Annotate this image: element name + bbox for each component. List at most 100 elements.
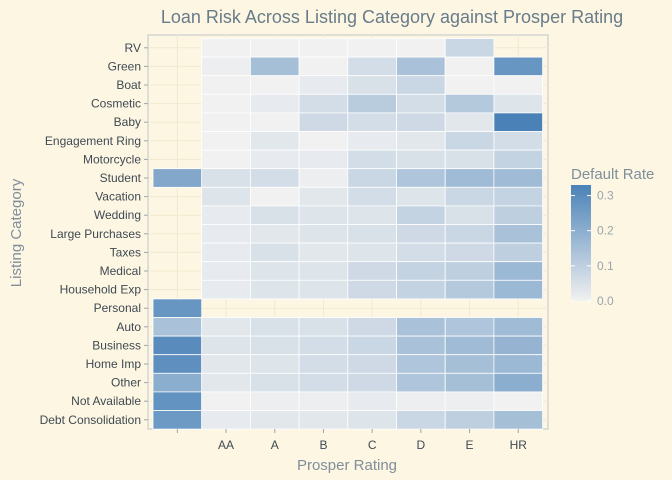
heatmap-cell bbox=[347, 372, 397, 393]
heatmap-cell bbox=[347, 224, 397, 244]
heatmap-cell bbox=[152, 372, 203, 393]
heatmap-cell bbox=[396, 75, 446, 95]
x-axis-title: Prosper Rating bbox=[297, 457, 397, 474]
heatmap-cell bbox=[347, 261, 397, 281]
heatmap-cell bbox=[493, 131, 543, 151]
heatmap-cell bbox=[347, 186, 397, 207]
heatmap-cell bbox=[444, 261, 495, 281]
heatmap-cell bbox=[347, 131, 397, 151]
heatmap-cell bbox=[444, 372, 495, 393]
heatmap-cell bbox=[347, 391, 397, 411]
heatmap-cell bbox=[152, 410, 203, 430]
heatmap-cell bbox=[396, 391, 446, 411]
x-tick-label: HR bbox=[510, 438, 528, 452]
heatmap-cell bbox=[347, 335, 397, 356]
heatmap-cell bbox=[493, 335, 543, 356]
heatmap-cell bbox=[249, 224, 300, 244]
heatmap-cell bbox=[298, 279, 349, 300]
y-tick-label: Auto bbox=[116, 320, 141, 334]
heatmap-cell bbox=[201, 75, 251, 95]
heatmap-cell bbox=[201, 56, 251, 77]
heatmap-cell bbox=[201, 354, 251, 374]
heatmap-cell bbox=[444, 112, 495, 132]
y-tick-label: RV bbox=[125, 41, 141, 55]
heatmap-cell bbox=[249, 93, 300, 114]
heatmap-cell bbox=[444, 131, 495, 151]
heatmap-cell bbox=[201, 112, 251, 132]
heatmap-cell bbox=[444, 56, 495, 77]
heatmap-cell bbox=[249, 242, 300, 263]
heatmap-cell bbox=[347, 75, 397, 95]
heatmap-cell bbox=[249, 261, 300, 281]
y-tick-label: Cosmetic bbox=[91, 97, 141, 111]
heatmap-cell bbox=[493, 168, 543, 188]
y-tick-label: Home Imp bbox=[86, 357, 142, 371]
heatmap-cell bbox=[444, 224, 495, 244]
heatmap-cell bbox=[249, 168, 300, 188]
heatmap-cell bbox=[396, 354, 446, 374]
heatmap-cell bbox=[444, 168, 495, 188]
heatmap-cell bbox=[201, 261, 251, 281]
heatmap-cell bbox=[347, 205, 397, 225]
heatmap-cell bbox=[493, 317, 543, 337]
heatmap-cell bbox=[201, 317, 251, 337]
heatmap-cell bbox=[298, 131, 349, 151]
heatmap-cell bbox=[396, 168, 446, 188]
heatmap-cell bbox=[396, 410, 446, 430]
heatmap-cell bbox=[201, 93, 251, 114]
heatmap-cell bbox=[493, 261, 543, 281]
legend-tick-label: 0.2 bbox=[597, 224, 614, 238]
heatmap-cell bbox=[152, 298, 203, 318]
legend-colorbar bbox=[571, 185, 591, 301]
heatmap-cell bbox=[347, 354, 397, 374]
heatmap-cell bbox=[298, 410, 349, 430]
heatmap-cell bbox=[347, 410, 397, 430]
heatmap-cell bbox=[444, 354, 495, 374]
heatmap-cell bbox=[249, 38, 300, 58]
heatmap-cell bbox=[396, 131, 446, 151]
heatmap-cell bbox=[444, 391, 495, 411]
y-tick-labels: RV Green Boat Cosmetic Baby Engagement Ring Mo… bbox=[40, 41, 148, 427]
heatmap-cell bbox=[298, 372, 349, 393]
heatmap-cell bbox=[493, 112, 543, 132]
heatmap-cell bbox=[298, 168, 349, 188]
heatmap-cell bbox=[396, 317, 446, 337]
heatmap-cell bbox=[201, 38, 251, 58]
heatmap-cell bbox=[249, 391, 300, 411]
heatmap-cell bbox=[396, 279, 446, 300]
heatmap-cell bbox=[201, 149, 251, 170]
y-tick-label: Household Exp bbox=[60, 283, 142, 297]
x-tick-label: C bbox=[368, 438, 377, 452]
heatmap-cell bbox=[444, 317, 495, 337]
heatmap-cell bbox=[298, 149, 349, 170]
heatmap-cell bbox=[396, 93, 446, 114]
heatmap-cell bbox=[444, 279, 495, 300]
heatmap-cell bbox=[152, 317, 203, 337]
heatmap-cell bbox=[201, 279, 251, 300]
heatmap-cell bbox=[347, 112, 397, 132]
y-tick-label: Debt Consolidation bbox=[40, 413, 141, 427]
heatmap-cell bbox=[347, 279, 397, 300]
heatmap-cell bbox=[298, 93, 349, 114]
heatmap-cell bbox=[298, 261, 349, 281]
heatmap-cell bbox=[298, 186, 349, 207]
heatmap-cell bbox=[444, 410, 495, 430]
y-tick-label: Medical bbox=[100, 264, 141, 278]
heatmap-cell bbox=[493, 242, 543, 263]
heatmap-cell bbox=[152, 354, 203, 374]
heatmap-cell bbox=[152, 335, 203, 356]
y-tick-label: Baby bbox=[114, 115, 141, 129]
heatmap-cell bbox=[347, 168, 397, 188]
heatmap-cell bbox=[444, 93, 495, 114]
heatmap-cell bbox=[493, 149, 543, 170]
heatmap-cell bbox=[493, 56, 543, 77]
legend-tick-label: 0.1 bbox=[597, 259, 614, 273]
y-tick-label: Vacation bbox=[95, 190, 141, 204]
heatmap-cell bbox=[201, 205, 251, 225]
heatmap-cell bbox=[201, 168, 251, 188]
heatmap-cell bbox=[249, 354, 300, 374]
heatmap-cell bbox=[396, 261, 446, 281]
heatmap-cell bbox=[201, 372, 251, 393]
heatmap-cell bbox=[493, 186, 543, 207]
y-tick-label: Engagement Ring bbox=[45, 134, 141, 148]
